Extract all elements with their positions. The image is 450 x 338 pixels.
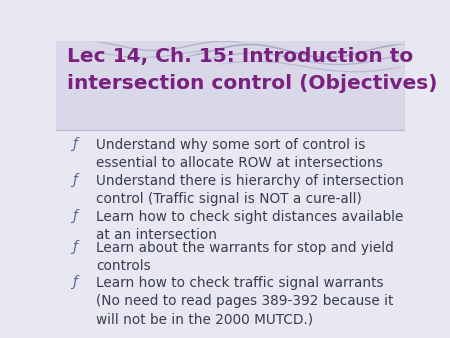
Text: ƒ: ƒ (72, 240, 77, 254)
Text: Learn about the warrants for stop and yield
controls: Learn about the warrants for stop and yi… (96, 241, 394, 273)
Text: ƒ: ƒ (72, 173, 77, 187)
Text: ƒ: ƒ (72, 137, 77, 151)
FancyBboxPatch shape (56, 41, 405, 130)
Text: Understand why some sort of control is
essential to allocate ROW at intersection: Understand why some sort of control is e… (96, 138, 383, 170)
Text: Learn how to check traffic signal warrants
(No need to read pages 389-392 becaus: Learn how to check traffic signal warran… (96, 276, 394, 327)
Text: ƒ: ƒ (72, 275, 77, 289)
Text: ƒ: ƒ (72, 209, 77, 223)
Text: Understand there is hierarchy of intersection
control (Traffic signal is NOT a c: Understand there is hierarchy of interse… (96, 174, 404, 206)
Text: Learn how to check sight distances available
at an intersection: Learn how to check sight distances avail… (96, 210, 404, 242)
Text: Lec 14, Ch. 15: Introduction to: Lec 14, Ch. 15: Introduction to (67, 47, 413, 66)
Text: intersection control (Objectives): intersection control (Objectives) (67, 74, 437, 93)
